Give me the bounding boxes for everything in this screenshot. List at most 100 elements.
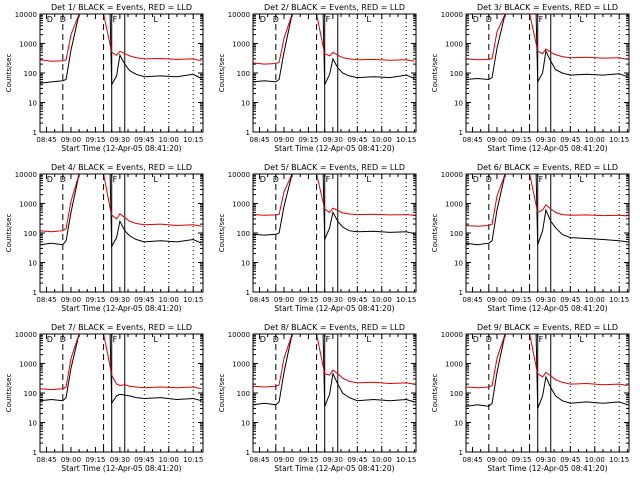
mode-marker-label: F: [326, 175, 331, 184]
mode-marker-label: L: [366, 335, 371, 344]
y-tick-label: 10000: [15, 11, 37, 19]
y-tick-label: 1000: [19, 41, 37, 49]
mode-marker-label: D: [473, 15, 479, 24]
mode-marker-label: L: [153, 175, 158, 184]
x-tick-label: 09:45: [347, 296, 367, 304]
mode-marker-label: F: [539, 175, 544, 184]
x-tick-label: 09:00: [274, 456, 294, 464]
y-tick-label: 100: [450, 70, 463, 78]
y-tick-label: 10000: [228, 331, 250, 339]
x-tick-label: 09:00: [61, 136, 81, 144]
events-line: [466, 14, 628, 84]
mode-marker-label: F: [326, 335, 331, 344]
x-tick-label: 10:00: [372, 296, 392, 304]
y-tick-label: 10000: [228, 11, 250, 19]
y-tick-label: 1: [246, 129, 250, 137]
y-tick-label: 10: [241, 100, 250, 108]
events-line: [253, 14, 415, 85]
y-tick-label: 10000: [15, 331, 37, 339]
mode-marker-label: L: [579, 15, 584, 24]
mode-marker-label: D: [273, 15, 279, 24]
y-tick-label: 10: [454, 420, 463, 428]
mode-marker-label: L: [153, 335, 158, 344]
events-line: [466, 334, 628, 409]
x-tick-label: 09:00: [61, 296, 81, 304]
y-tick-label: 1: [33, 129, 37, 137]
y-tick-label: 10000: [441, 11, 463, 19]
y-tick-label: 100: [450, 390, 463, 398]
y-axis-label: Counts/sec: [5, 214, 13, 253]
y-tick-label: 100: [237, 390, 250, 398]
x-tick-label: 08:45: [36, 456, 56, 464]
panel-title: Det 5/ BLACK = Events, RED = LLD: [264, 163, 405, 172]
plot-frame: [252, 13, 417, 133]
x-tick-label: 10:15: [609, 296, 629, 304]
x-axis-label: Start Time (12-Apr-05 08:41:20): [274, 144, 394, 153]
mode-marker-label: D: [60, 335, 66, 344]
x-tick-label: 08:45: [462, 136, 482, 144]
y-tick-label: 100: [24, 390, 37, 398]
x-tick-label: 09:00: [61, 456, 81, 464]
y-tick-label: 10: [28, 100, 37, 108]
x-tick-label: 09:15: [511, 456, 531, 464]
panel-title: Det 8/ BLACK = Events, RED = LLD: [264, 323, 405, 332]
x-tick-label: 09:45: [134, 296, 154, 304]
chart-panel-5: Det 5/ BLACK = Events, RED = LLD 1 10 100 10…: [218, 163, 417, 313]
mode-marker-label: D: [473, 175, 479, 184]
x-tick-label: 10:15: [396, 296, 416, 304]
x-tick-label: 09:30: [536, 296, 556, 304]
mode-marker-label: D: [473, 335, 479, 344]
x-tick-label: 09:15: [511, 296, 531, 304]
x-tick-label: 09:30: [536, 456, 556, 464]
x-tick-label: 09:00: [487, 136, 507, 144]
mode-marker-label: D: [486, 175, 492, 184]
plot-frame: [465, 173, 630, 293]
mode-marker-label: D: [60, 175, 66, 184]
y-tick-label: 100: [450, 230, 463, 238]
x-tick-label: 08:45: [249, 296, 269, 304]
mode-marker-label: D: [486, 335, 492, 344]
mode-marker-label: F: [539, 335, 544, 344]
x-tick-label: 10:15: [396, 136, 416, 144]
y-axis-label: Counts/sec: [218, 54, 226, 93]
x-tick-label: 08:45: [462, 456, 482, 464]
x-tick-label: 10:00: [372, 136, 392, 144]
y-axis-label: Counts/sec: [431, 374, 439, 413]
y-axis-label: Counts/sec: [5, 54, 13, 93]
x-axis-label: Start Time (12-Apr-05 08:41:20): [487, 144, 607, 153]
x-tick-label: 09:00: [274, 136, 294, 144]
events-line: [40, 174, 202, 249]
x-tick-label: 09:15: [298, 456, 318, 464]
y-tick-label: 100: [24, 230, 37, 238]
panel-title: Det 3/ BLACK = Events, RED = LLD: [477, 3, 618, 12]
x-tick-label: 10:15: [609, 456, 629, 464]
panel-title: Det 2/ BLACK = Events, RED = LLD: [264, 3, 405, 12]
events-line: [253, 334, 415, 407]
panel-title: Det 4/ BLACK = Events, RED = LLD: [51, 163, 192, 172]
x-tick-label: 09:30: [323, 456, 343, 464]
y-tick-label: 1000: [445, 201, 463, 209]
x-tick-label: 09:15: [85, 296, 105, 304]
chart-panel-9: Det 9/ BLACK = Events, RED = LLD 1 10 100 10…: [431, 323, 630, 473]
mode-marker-label: L: [579, 335, 584, 344]
x-tick-label: 09:45: [560, 296, 580, 304]
chart-panel-1: Det 1/ BLACK = Events, RED = LLD 1 10 100 10…: [5, 3, 204, 153]
lld-line: [253, 174, 415, 216]
lld-line: [40, 174, 202, 233]
chart-panel-6: Det 6/ BLACK = Events, RED = LLD 1 10 100 10…: [431, 163, 630, 313]
y-tick-label: 100: [237, 70, 250, 78]
x-tick-label: 08:45: [249, 136, 269, 144]
chart-panel-4: Det 4/ BLACK = Events, RED = LLD 1 10 100 10…: [5, 163, 204, 313]
plot-frame: [252, 333, 417, 453]
y-tick-label: 1000: [232, 41, 250, 49]
x-tick-label: 08:45: [249, 456, 269, 464]
mode-marker-label: F: [113, 335, 118, 344]
y-tick-label: 1: [459, 449, 463, 457]
chart-panel-2: Det 2/ BLACK = Events, RED = LLD 1 10 100 10…: [218, 3, 417, 153]
y-axis-label: Counts/sec: [431, 54, 439, 93]
mode-marker-label: L: [153, 15, 158, 24]
y-tick-label: 1000: [445, 41, 463, 49]
panel-title: Det 6/ BLACK = Events, RED = LLD: [477, 163, 618, 172]
y-axis-label: Counts/sec: [5, 374, 13, 413]
